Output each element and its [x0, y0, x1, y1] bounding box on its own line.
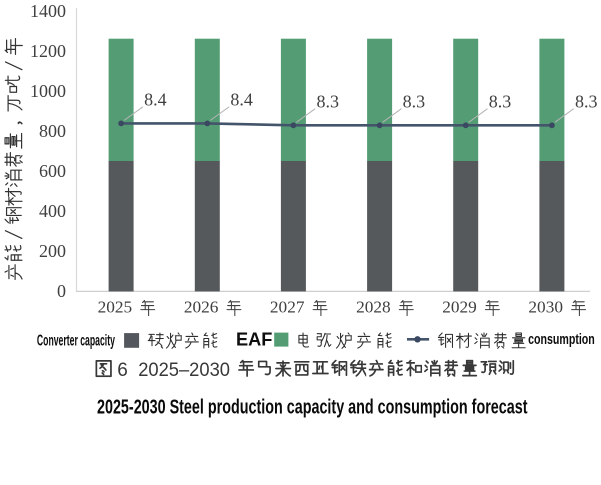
svg-text:Converter capacity: Converter capacity [37, 333, 115, 350]
svg-text:consumption: consumption [528, 331, 595, 348]
svg-text:8.3: 8.3 [403, 92, 426, 112]
svg-text:600: 600 [39, 161, 66, 181]
svg-text:2028: 2028 [356, 298, 391, 317]
svg-text:800: 800 [39, 121, 66, 141]
svg-text:2025-2030 Steel production cap: 2025-2030 Steel production capacity and … [97, 395, 528, 418]
svg-text:2025: 2025 [98, 298, 133, 317]
svg-text:8.3: 8.3 [489, 92, 512, 112]
svg-text:6: 6 [117, 360, 128, 381]
svg-text:0: 0 [57, 281, 66, 301]
svg-text:2027: 2027 [270, 298, 305, 317]
svg-text:2030: 2030 [528, 298, 563, 317]
svg-text:1400: 1400 [30, 1, 66, 21]
svg-text:8.3: 8.3 [575, 92, 598, 112]
svg-text:2025–2030: 2025–2030 [138, 360, 230, 381]
svg-text:400: 400 [39, 201, 66, 221]
svg-text:1200: 1200 [30, 41, 66, 61]
svg-text:2029: 2029 [442, 298, 477, 317]
svg-text:8.4: 8.4 [230, 90, 253, 110]
svg-text:1000: 1000 [30, 81, 66, 101]
svg-text:8.3: 8.3 [316, 92, 339, 112]
svg-text:8.4: 8.4 [144, 90, 167, 110]
svg-text:2026: 2026 [184, 298, 219, 317]
svg-text:200: 200 [39, 241, 66, 261]
svg-text:EAF: EAF [236, 329, 272, 349]
